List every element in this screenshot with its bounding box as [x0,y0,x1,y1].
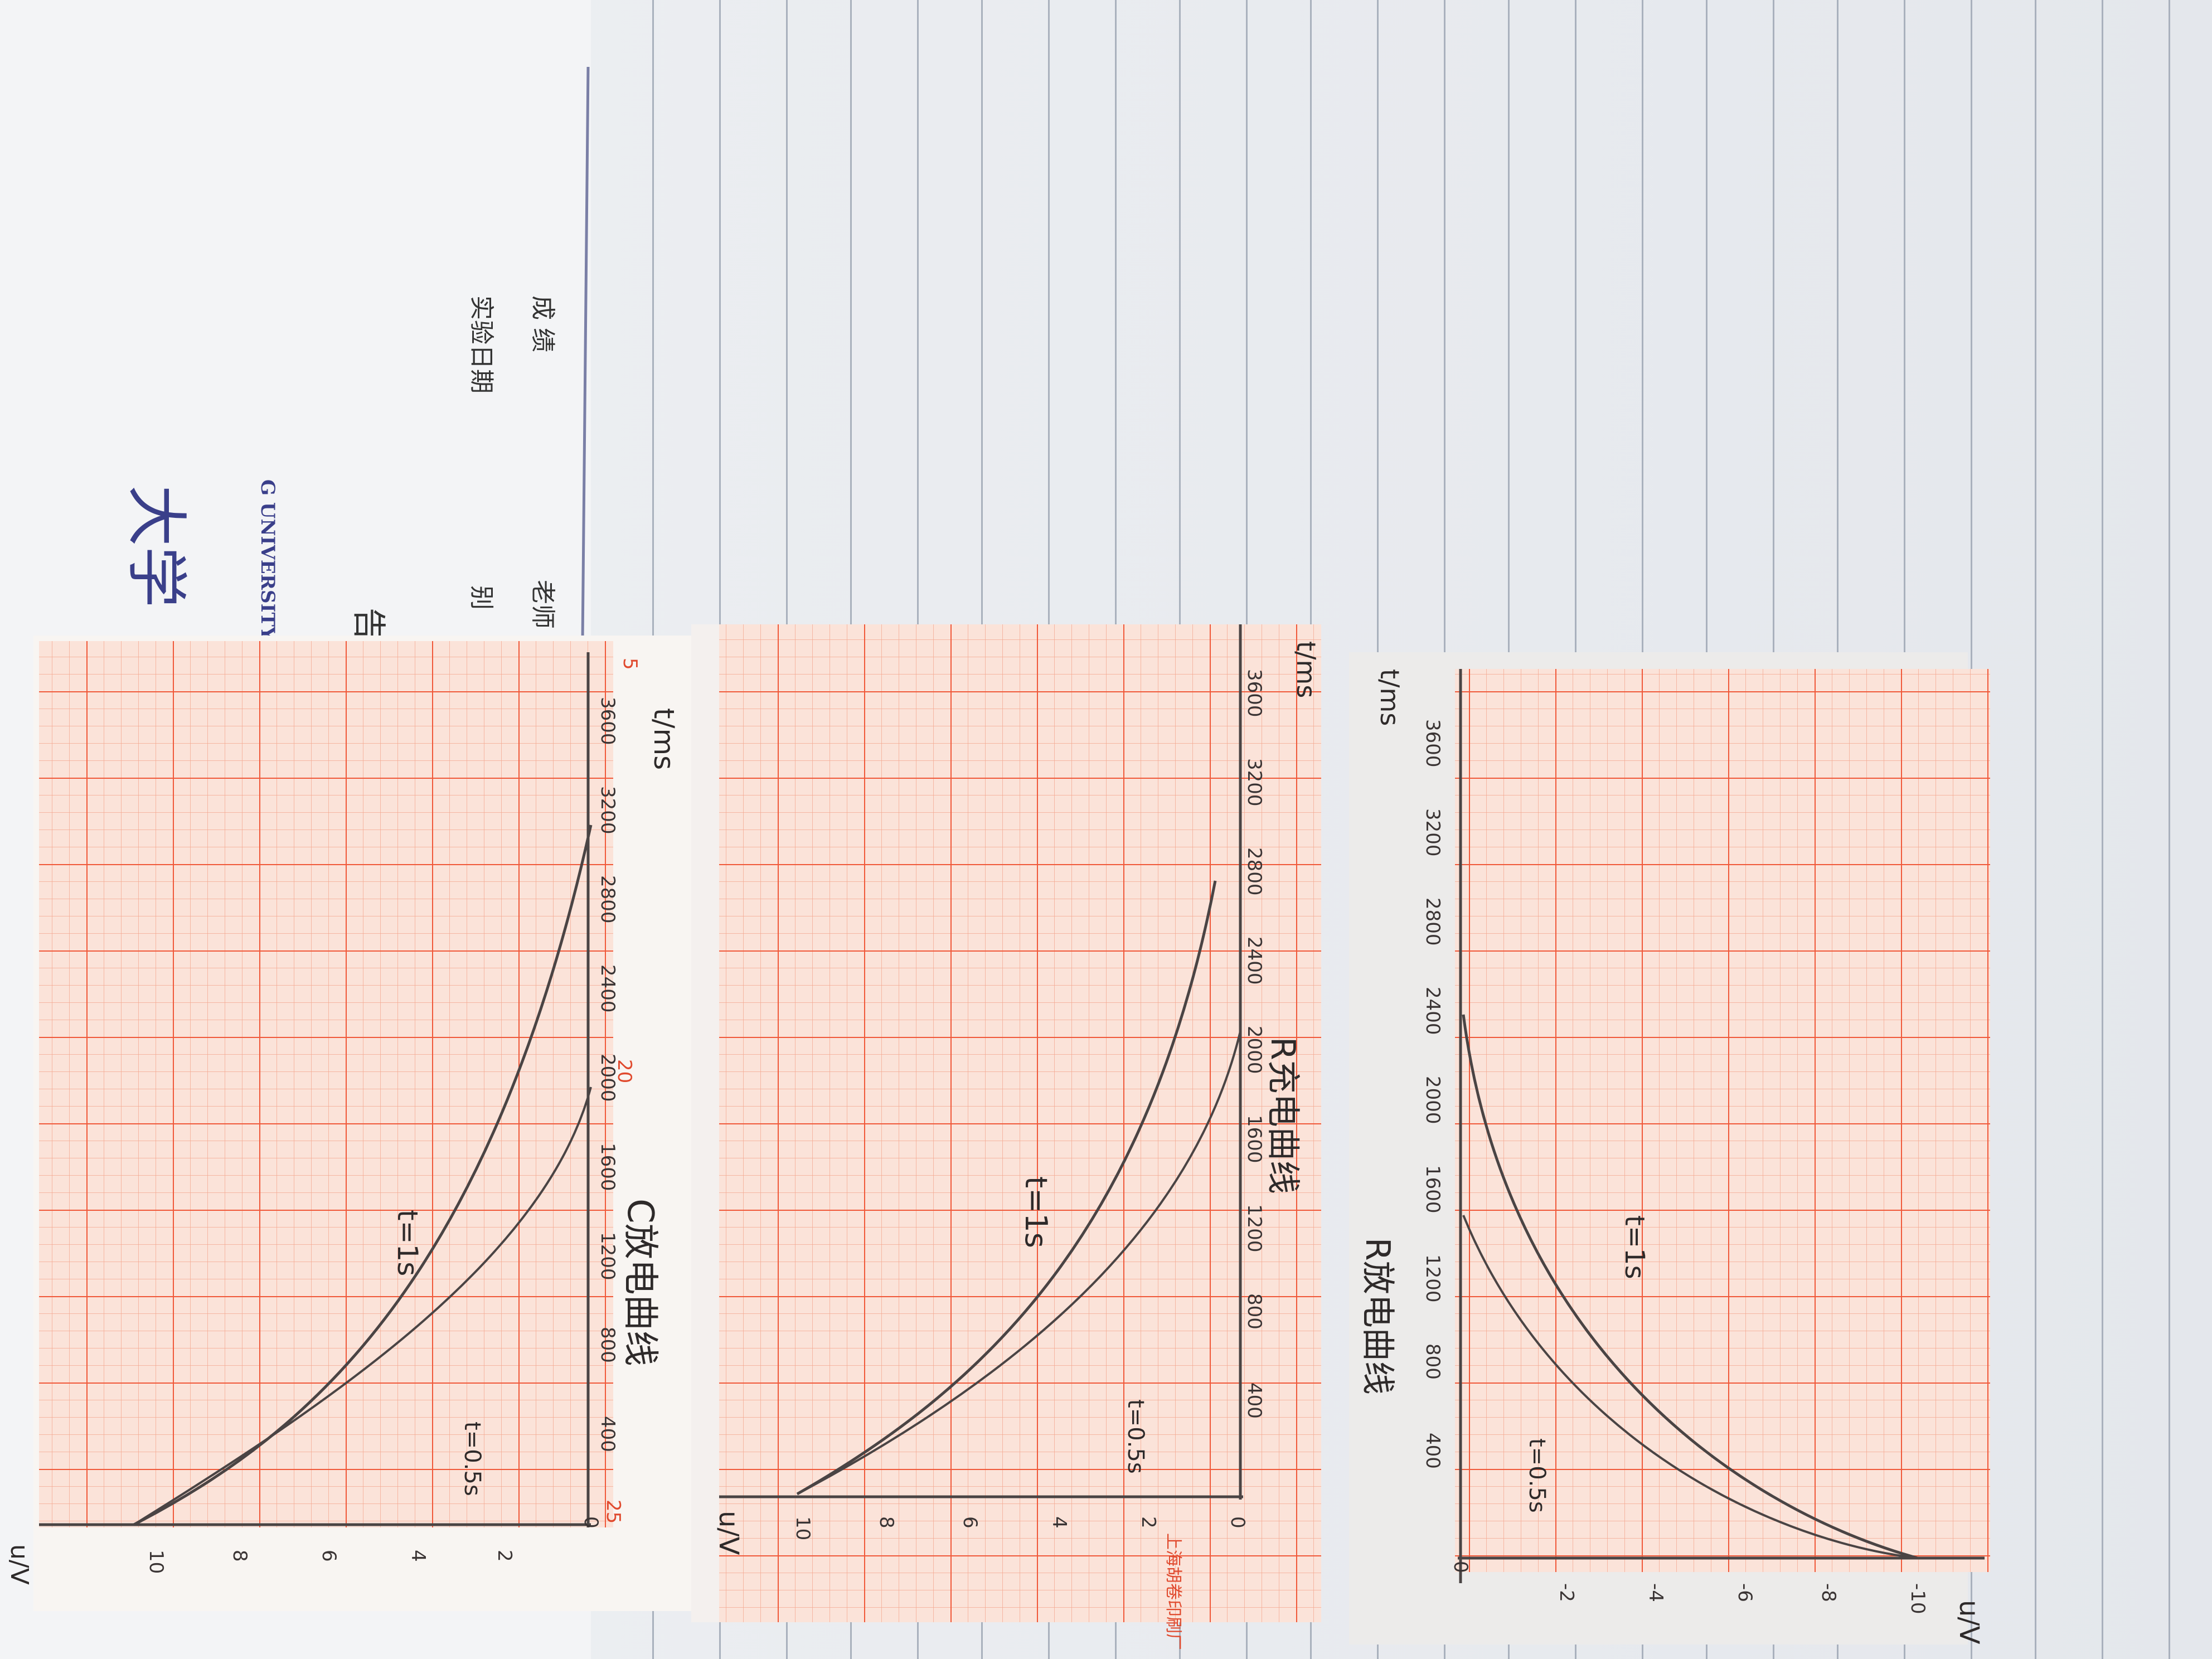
r2-xtick-1200: 1200 [1422,1254,1444,1303]
r2-xtick-3600: 3600 [1422,719,1444,768]
r1-xtick-2800: 2800 [1243,847,1265,896]
ylabel-r-discharge: u/V [1953,1600,1985,1645]
curve-r-charge-1s [796,880,1217,1496]
curve-label-c-05s: t=0.5s [459,1422,485,1496]
xlabel-c: t/ms [648,708,680,770]
c-xtick-800: 800 [596,1327,619,1363]
c-xtick-2800: 2800 [596,875,619,924]
r1-xtick-400: 400 [1243,1382,1265,1419]
r1-ytick-10: 10 [792,1516,814,1541]
r1-xtick-2400: 2400 [1243,937,1265,985]
c-orange-mark-5: 5 [619,658,641,670]
r1-xtick-1600: 1600 [1243,1115,1265,1163]
r2-xtick-2800: 2800 [1422,898,1444,946]
curve-label-r-charge-1s: t=1s [1018,1176,1054,1248]
c-ytick-8: 8 [229,1550,251,1562]
c-xtick-400: 400 [596,1416,619,1452]
r2-ytick-neg10: -10 [1907,1583,1929,1614]
c-ytick-10: 10 [145,1550,167,1574]
r1-xtick-3200: 3200 [1243,758,1265,807]
c-ytick-0: 0 [580,1516,602,1529]
r1-ytick-4: 4 [1048,1516,1070,1529]
curve-c-05s [133,1086,592,1526]
c-xtick-1200: 1200 [596,1232,619,1280]
caption-r-discharge: R放电曲线 [1358,1238,1397,1395]
r1-xtick-2000: 2000 [1243,1026,1265,1074]
r1-ytick-0: 0 [1226,1516,1249,1529]
c-ytick-4: 4 [407,1550,429,1562]
curve-c-1s [133,824,593,1526]
c-xtick-1600: 1600 [596,1143,619,1191]
r1-xtick-1200: 1200 [1243,1204,1265,1253]
r1-xtick-800: 800 [1243,1293,1265,1330]
r2-xtick-3200: 3200 [1422,808,1444,857]
r1-ytick-2: 2 [1137,1516,1160,1529]
c-orange-mark-20: 20 [613,1059,636,1084]
cover-edge-line [581,66,590,642]
r2-xtick-1600: 1600 [1422,1165,1444,1214]
r2-ytick-neg4: -4 [1645,1583,1667,1602]
r1-xtick-3600: 3600 [1243,669,1265,717]
paper-brand: 上海胡卷印刷厂 [1163,1533,1183,1650]
curve-r-charge-05s [797,1031,1241,1495]
r2-xtick-2000: 2000 [1422,1076,1444,1124]
ylabel-r-charge: u/V [713,1511,744,1555]
r2-ytick-neg6: -6 [1734,1583,1756,1602]
r2-xtick-800: 800 [1422,1343,1444,1380]
curve-r-discharge-1s [1462,1014,1918,1560]
r1-ytick-8: 8 [875,1516,898,1529]
ylabel-c: u/V [5,1544,33,1585]
xlabel-r-charge: t/ms [1291,641,1321,698]
graph-paper-r-discharge [1349,652,1990,1645]
c-xtick-3200: 3200 [596,786,619,835]
graph-paper-r-charge [691,624,1321,1622]
r2-xtick-2400: 2400 [1422,987,1444,1035]
c-xtick-2400: 2400 [596,964,619,1013]
c-ytick-2: 2 [493,1550,516,1562]
r2-xtick-400: 400 [1422,1433,1444,1469]
r2-ytick-0: 0 [1449,1561,1472,1573]
c-ytick-6: 6 [318,1550,340,1562]
curve-label-r-discharge-1s: t=1s [1619,1215,1650,1279]
xlabel-r-discharge: t/ms [1375,669,1405,726]
graph-paper-c-discharge [33,636,719,1611]
curve-label-c-1s: t=1s [391,1210,424,1277]
r1-ytick-6: 6 [959,1516,981,1529]
c-orange-mark-25: 25 [602,1500,624,1524]
curve-label-r-charge-05s: t=0.5s [1123,1399,1148,1474]
caption-c-discharge: C放电曲线 [619,1199,661,1366]
caption-r-charge: R充电曲线 [1263,1037,1302,1194]
c-xtick-3600: 3600 [596,697,619,745]
curve-label-r-discharge-05s: t=0.5s [1524,1438,1550,1513]
curve-r-discharge-05s [1462,1215,1918,1559]
r2-ytick-neg8: -8 [1817,1583,1840,1602]
r2-ytick-neg2: -2 [1555,1583,1578,1602]
